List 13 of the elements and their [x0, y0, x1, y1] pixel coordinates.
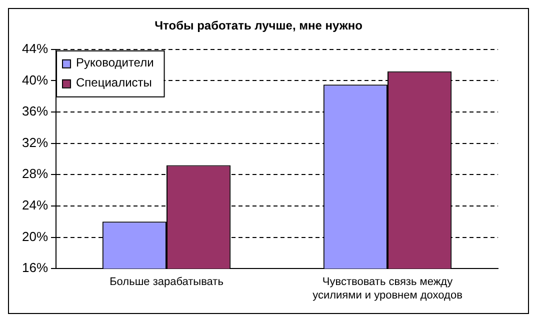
y-tick-label: 28%: [22, 166, 48, 182]
legend-label: Специалисты: [76, 76, 152, 90]
y-tick-label: 16%: [22, 260, 48, 276]
y-tick-label: 40%: [22, 72, 48, 88]
y-tick-label: 32%: [22, 134, 48, 150]
y-tick-label: 36%: [22, 104, 48, 119]
y-tick-label: 20%: [22, 228, 48, 244]
y-tick-label: 24%: [22, 198, 48, 213]
chart-title: Чтобы работать лучше, мне нужно: [154, 18, 362, 33]
y-tick-label: 44%: [22, 40, 48, 56]
x-tick-label: Чувствовать связь между усилиями и уровнем доходов: [312, 276, 463, 302]
legend-label: Руководители: [76, 56, 154, 70]
x-tick-label: Больше зарабатывать: [110, 276, 224, 288]
